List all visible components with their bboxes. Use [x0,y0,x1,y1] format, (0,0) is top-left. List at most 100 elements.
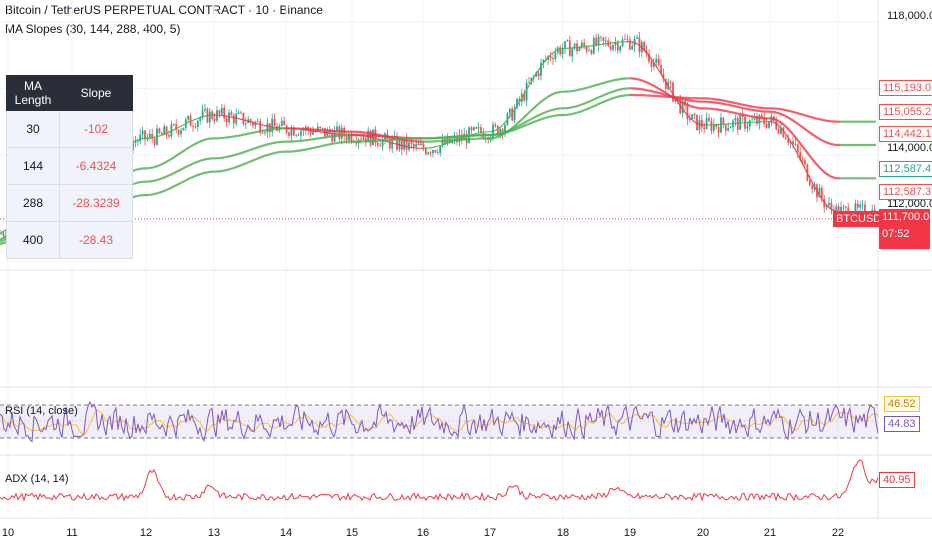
candle-body [540,63,542,77]
candle-body [477,127,480,129]
candle-body [787,139,790,143]
candle-body [192,126,194,127]
time-tick-label: 22 [831,527,845,539]
ma-line-segment [629,41,705,126]
candle-body [717,126,720,133]
candle-body [494,124,497,126]
candle-body [504,124,506,134]
candle-body [136,141,139,143]
candle-body [240,112,242,114]
candle-body [151,133,154,139]
candle-body [561,48,564,55]
candle-body [139,134,142,142]
candle-body [475,127,478,129]
ma-line-segment [422,77,631,143]
candle-body [768,121,770,128]
candle-body [571,48,574,57]
candle-body [621,39,624,47]
candle-body [734,118,737,121]
candle-body [525,82,528,101]
candle-body [204,108,206,111]
candle-body [420,143,422,146]
time-tick-label: 16 [416,527,430,539]
table-header-length: MA Length [6,75,60,111]
candle-body [405,138,408,150]
candle-body [628,39,631,50]
symbol-title[interactable]: Bitcoin / TetherUS PERPETUAL CONTRACT · … [5,3,323,17]
candle-body [427,152,430,155]
candle-body [415,143,418,147]
candle-body [336,126,338,131]
time-tick-label: 12 [139,527,153,539]
candle-body [249,119,252,123]
candle-body [292,127,295,136]
candle-body [134,141,137,143]
candle-body [688,119,691,120]
candle-body [794,144,797,145]
candle-body [422,143,425,149]
candle-body [765,123,768,128]
candle-body [403,138,406,150]
adx-label[interactable]: ADX (14, 14) [5,473,69,485]
candle-body [585,46,588,51]
candle-body [801,159,804,161]
candle-body [213,118,216,121]
table-row: 288 -28.3239 [6,184,133,222]
candle-body [400,139,403,150]
candle-body [470,127,473,131]
candle-body [708,117,710,121]
candle-body [580,42,583,48]
price-tag: 112,587.4 [879,161,932,177]
candle-body [662,73,665,79]
candle-body [549,56,552,59]
candle-body [208,111,211,123]
candle-body [499,128,502,136]
candle-body [854,203,857,217]
candle-body [439,145,442,154]
candle-body [612,45,614,50]
ma-slope: -28.43 [59,221,133,259]
candle-body [796,144,799,152]
candle-body [648,53,650,62]
candle-body [763,117,766,124]
rsi-label[interactable]: RSI (14, close) [5,405,78,417]
candle-body [825,205,828,208]
candle-body [196,120,199,128]
candle-body [664,78,667,90]
table-row: 400 -28.43 [6,221,133,259]
price-tag: 112,587.3 [879,184,932,200]
candle-body [861,204,864,206]
ma-slope: -102 [59,110,133,148]
candle-body [242,112,245,125]
candle-body [496,125,499,136]
ma-line-segment [768,121,841,213]
candle-body [631,45,634,50]
candle-body [268,123,271,133]
candle-body [859,204,862,208]
candle-body [578,47,581,52]
candle-body [424,148,427,155]
candle-body [141,130,144,135]
candle-body [724,124,727,131]
candle-body [760,115,763,118]
ma-length: 288 [6,184,60,222]
candle-body [388,138,391,149]
candle-body [590,50,593,54]
candle-body [369,130,372,146]
candle-body [230,112,233,116]
candle-body [244,123,247,125]
candle-body [559,47,562,55]
candle-body [741,115,744,117]
candle-body [511,108,514,121]
candle-body [686,105,689,120]
candle-body [194,126,197,128]
candle-body [180,130,182,135]
candle-body [643,42,646,51]
candle-body [264,132,266,134]
candle-body [756,117,758,124]
candle-body [712,123,715,131]
candle-body [321,127,324,129]
candle-body [158,128,161,134]
indicator-label[interactable]: MA Slopes (30, 144, 288, 400, 5) [5,22,181,36]
